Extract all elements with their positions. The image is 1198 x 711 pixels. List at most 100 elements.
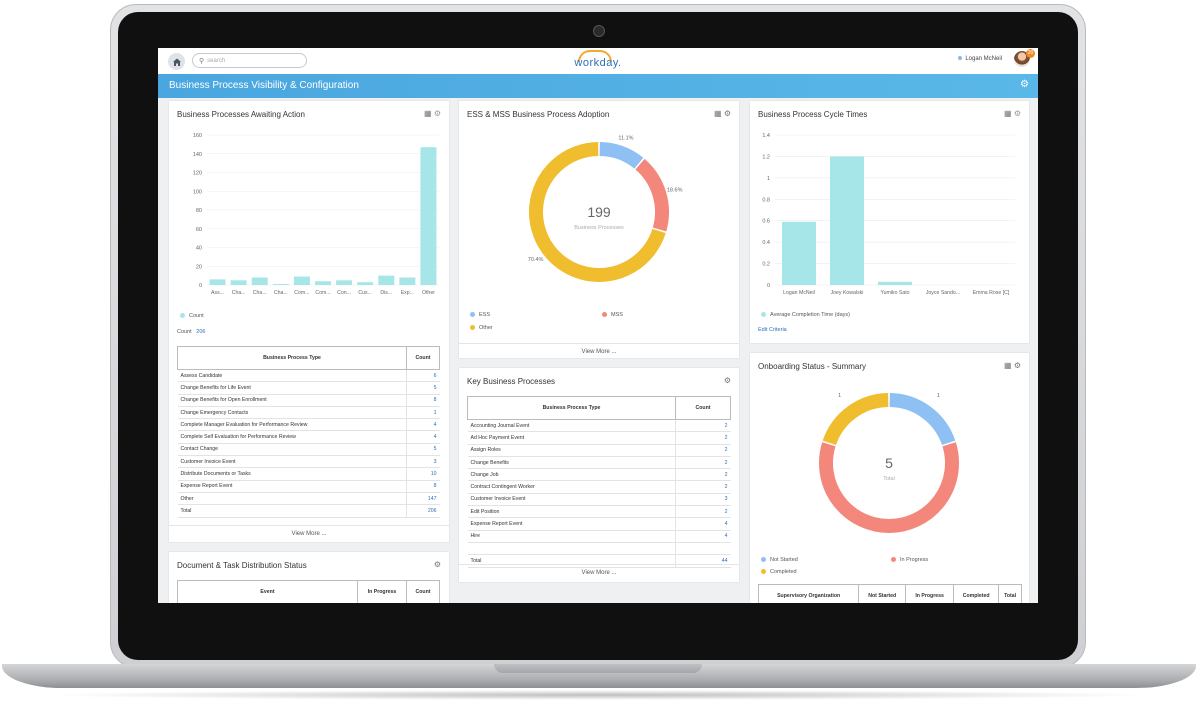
row-count-link[interactable]: 3	[406, 455, 440, 469]
column-header[interactable]: Not Started	[858, 584, 907, 603]
panel-title: Business Processes Awaiting Action	[177, 110, 305, 119]
table-row: Distribute Documents or Tasks 10	[177, 467, 440, 481]
row-count-link[interactable]: 2	[675, 444, 731, 457]
edit-criteria-link[interactable]: Edit Criteria	[758, 327, 787, 333]
panel-tools: ▦ ⚙	[1004, 361, 1021, 370]
view-more-link[interactable]: View More ...	[169, 525, 449, 537]
table-row: Total 206	[177, 504, 440, 518]
column-header[interactable]: Business Process Type	[177, 346, 407, 370]
column-header[interactable]: Count	[406, 580, 440, 603]
donut-slice	[635, 158, 669, 232]
column-header[interactable]: In Progress	[357, 580, 407, 603]
gear-icon[interactable]: ⚙	[723, 109, 731, 118]
onboarding-table: Supervisory Organization Not Started In …	[757, 584, 1022, 603]
row-count-link[interactable]: 8	[406, 394, 440, 407]
row-count-link[interactable]: 147	[406, 492, 440, 506]
row-count-link[interactable]: 206	[406, 504, 440, 518]
row-count-link[interactable]: 4	[406, 430, 440, 444]
table-row: Accounting Journal Event 2	[467, 419, 731, 433]
bar	[878, 281, 912, 285]
column-header[interactable]: Total	[998, 584, 1022, 603]
count-label: Count	[177, 329, 192, 335]
table-row: Change Job 2	[467, 468, 731, 482]
view-more-link[interactable]: View More ...	[459, 564, 739, 576]
row-count-link[interactable]: 10	[406, 467, 440, 481]
row-count-link[interactable]: 5	[406, 381, 440, 395]
home-button[interactable]	[168, 53, 185, 70]
gear-icon[interactable]: ⚙	[433, 560, 441, 569]
row-count-link[interactable]: 5	[406, 443, 440, 457]
row-count-link[interactable]: 4	[406, 418, 440, 432]
user-menu[interactable]: Logan McNeil	[958, 56, 1002, 62]
row-count-link[interactable]: 4	[675, 517, 731, 531]
count-value[interactable]: 206	[196, 329, 206, 335]
gear-icon[interactable]: ⚙	[1013, 109, 1021, 118]
row-label: Customer Invoice Event	[177, 455, 407, 469]
search-placeholder: search	[207, 57, 226, 64]
panel-title: ESS & MSS Business Process Adoption	[467, 110, 610, 119]
row-count-link[interactable]: 2	[675, 431, 731, 445]
view-more-link[interactable]: View More ...	[459, 343, 739, 355]
onboarding-donut-chart: 1 1 5 Total	[819, 393, 959, 533]
bar	[378, 275, 395, 285]
row-count-link[interactable]: 8	[406, 480, 440, 493]
row-count-link[interactable]: 2	[675, 480, 731, 494]
page-title: Business Process Visibility & Configurat…	[169, 80, 359, 91]
row-count-link[interactable]: 3	[675, 493, 731, 507]
y-tick-label: 120	[193, 171, 202, 177]
chart-toggle-icon[interactable]: ▦	[424, 109, 432, 118]
chart-toggle-icon[interactable]: ▦	[1004, 361, 1012, 370]
row-count-link[interactable]	[675, 542, 731, 556]
adoption-panel: ESS & MSS Business Process Adoption ▦ ⚙ …	[459, 101, 739, 358]
row-count-link[interactable]: 2	[675, 419, 731, 433]
y-tick-label: 0	[199, 283, 202, 289]
x-tick-label: Joey Kowalski	[831, 290, 864, 296]
legend-label: Average Completion Time (days)	[770, 312, 850, 318]
count-summary: Count 206	[177, 329, 205, 335]
gear-icon[interactable]: ⚙	[1020, 79, 1029, 90]
row-count-link[interactable]: 2	[675, 505, 731, 519]
x-tick-label: Com...	[294, 290, 309, 295]
gear-icon[interactable]: ⚙	[1013, 361, 1021, 370]
legend-item-ess: ESS	[470, 312, 490, 318]
panel-tools: ▦ ⚙	[424, 109, 441, 118]
search-input[interactable]: ⚲ search	[192, 53, 307, 68]
row-count-link[interactable]: 6	[406, 369, 440, 383]
row-count-link[interactable]: 2	[675, 456, 731, 470]
column-header[interactable]: Business Process Type	[467, 396, 676, 420]
row-count-link[interactable]: 4	[675, 530, 731, 543]
camera-icon	[593, 25, 605, 37]
column-header[interactable]: Event	[177, 580, 358, 603]
column-header[interactable]: Supervisory Organization	[757, 584, 860, 603]
notification-badge[interactable]: 20	[1026, 49, 1035, 58]
column-header[interactable]: Completed	[953, 584, 1000, 603]
x-tick-label: Cha...	[253, 290, 267, 295]
column-header[interactable]: In Progress	[905, 584, 955, 603]
bar	[209, 279, 226, 285]
table-row: Complete Self Evaluation for Performance…	[177, 430, 440, 444]
y-tick-label: 80	[196, 208, 202, 214]
column-header[interactable]: Count	[406, 346, 440, 370]
legend-label: ESS	[479, 312, 491, 318]
row-count-link[interactable]: 2	[675, 468, 731, 482]
panel-tools: ▦ ⚙	[1004, 109, 1021, 118]
gear-icon[interactable]: ⚙	[433, 109, 441, 118]
x-tick-label: Cus...	[358, 290, 372, 295]
legend-dot	[470, 312, 475, 318]
row-label: Expense Report Event	[467, 517, 676, 531]
row-label: Change Benefits	[467, 456, 676, 470]
gear-icon[interactable]: ⚙	[723, 376, 731, 385]
chart-toggle-icon[interactable]: ▦	[714, 109, 722, 118]
chart-toggle-icon[interactable]: ▦	[1004, 109, 1012, 118]
table-row: Expense Report Event 8	[177, 480, 440, 493]
row-label: Contact Change	[177, 443, 407, 457]
center-value: 5	[885, 455, 893, 471]
row-count-link[interactable]: 1	[406, 406, 440, 420]
bar	[782, 221, 816, 285]
workday-logo[interactable]: workday.	[574, 57, 622, 69]
center-value: 199	[587, 204, 611, 220]
x-tick-label: Logan McNeil	[783, 290, 815, 296]
row-label: Customer Invoice Event	[467, 493, 676, 507]
y-tick-label: 0	[767, 283, 770, 289]
column-header[interactable]: Count	[675, 396, 731, 420]
